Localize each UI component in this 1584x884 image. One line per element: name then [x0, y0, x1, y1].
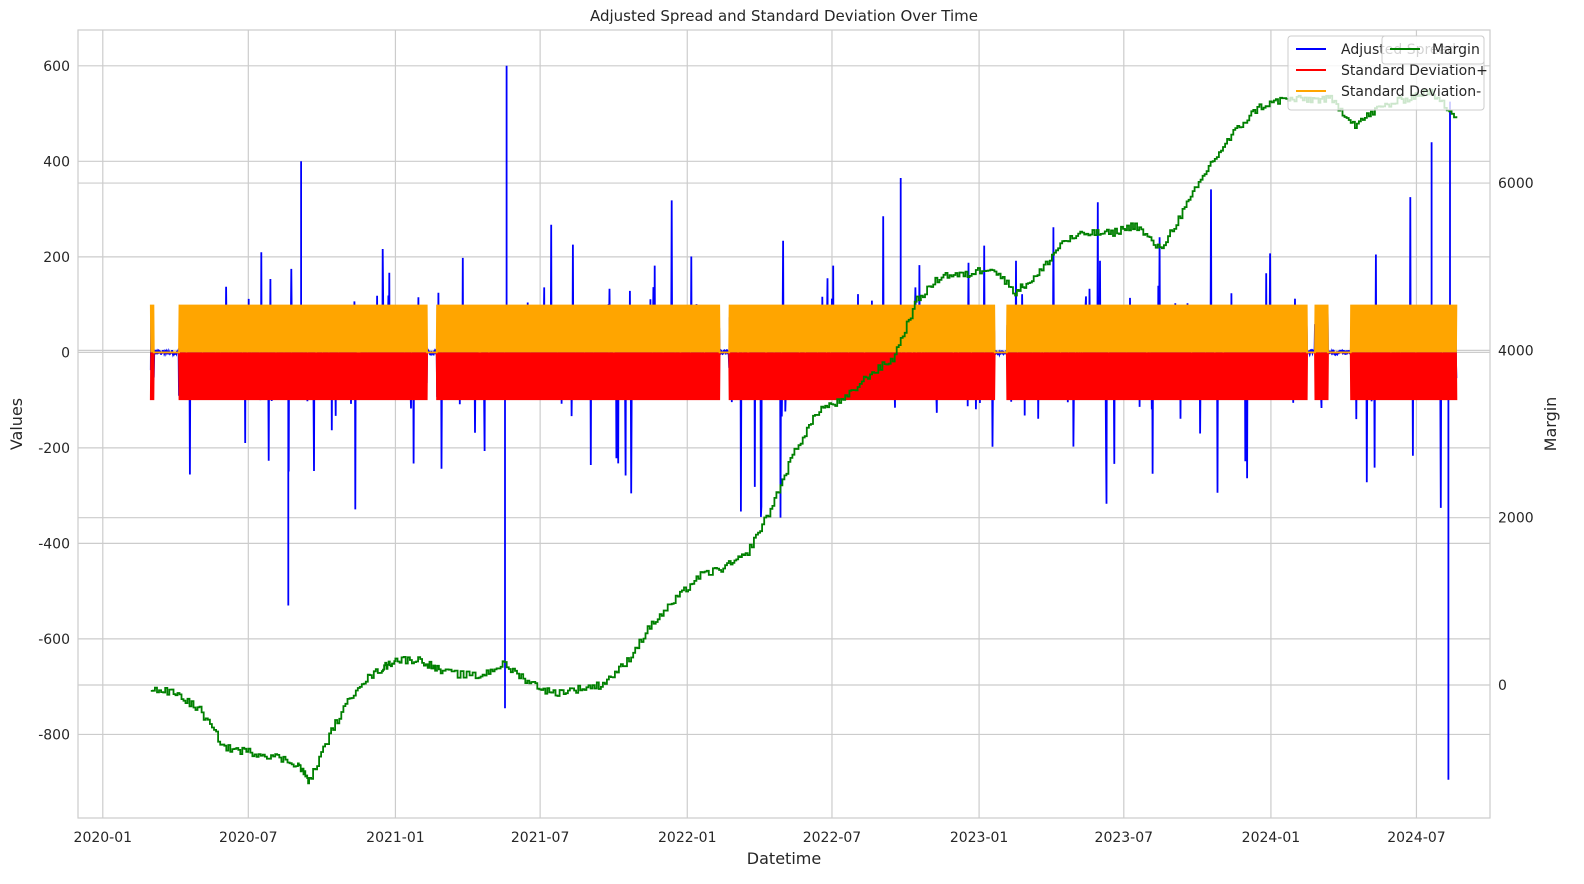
y-tick-label: -600	[38, 632, 70, 648]
std-minus-line	[149, 304, 1458, 354]
x-tick-label: 2020-07	[219, 830, 278, 846]
x-tick-label: 2021-01	[366, 830, 425, 846]
x-tick-label: 2022-07	[803, 830, 862, 846]
y-tick-label: 200	[43, 250, 70, 266]
y2-tick-label: 2000	[1498, 511, 1534, 527]
y-tick-label: -800	[38, 727, 70, 743]
x-tick-label: 2022-01	[658, 830, 717, 846]
y2-tick-label: 4000	[1498, 343, 1534, 359]
x-tick-label: 2024-01	[1242, 830, 1301, 846]
y-tick-label: -400	[38, 536, 70, 552]
chart-title: Adjusted Spread and Standard Deviation O…	[590, 7, 978, 25]
y2-axis-label: Margin	[1541, 397, 1560, 452]
y-tick-label: 0	[61, 345, 70, 361]
legend-label: Standard Deviation+	[1341, 63, 1488, 79]
y-tick-label: 600	[43, 59, 70, 75]
x-tick-label: 2024-07	[1387, 830, 1446, 846]
y2-tick-label: 6000	[1498, 176, 1534, 192]
legend-box-right	[1381, 35, 1485, 65]
y-tick-label: -200	[38, 441, 70, 457]
x-tick-label: 2021-07	[511, 830, 570, 846]
x-axis-label: Datetime	[747, 849, 821, 868]
x-tick-label: 2023-01	[950, 830, 1009, 846]
x-tick-label: 2023-07	[1095, 830, 1154, 846]
y2-tick-label: 0	[1498, 678, 1507, 694]
margin-line	[150, 88, 1458, 785]
plot-background	[77, 29, 1491, 819]
x-tick-label: 2020-01	[74, 830, 133, 846]
y-axis-label: Values	[7, 398, 26, 450]
legend-label: Margin	[1432, 42, 1480, 58]
legend: Adjusted SpreadStandard Deviation+Standa…	[1287, 35, 1488, 111]
std-plus-line	[149, 351, 1458, 401]
legend-label: Standard Deviation-	[1341, 84, 1481, 100]
axis-layer: 2020-01 2020-07 2021-01 2021-07 2022-01 2022-…	[38, 59, 1533, 846]
y-tick-label: 400	[43, 154, 70, 170]
series-layer	[149, 65, 1458, 785]
